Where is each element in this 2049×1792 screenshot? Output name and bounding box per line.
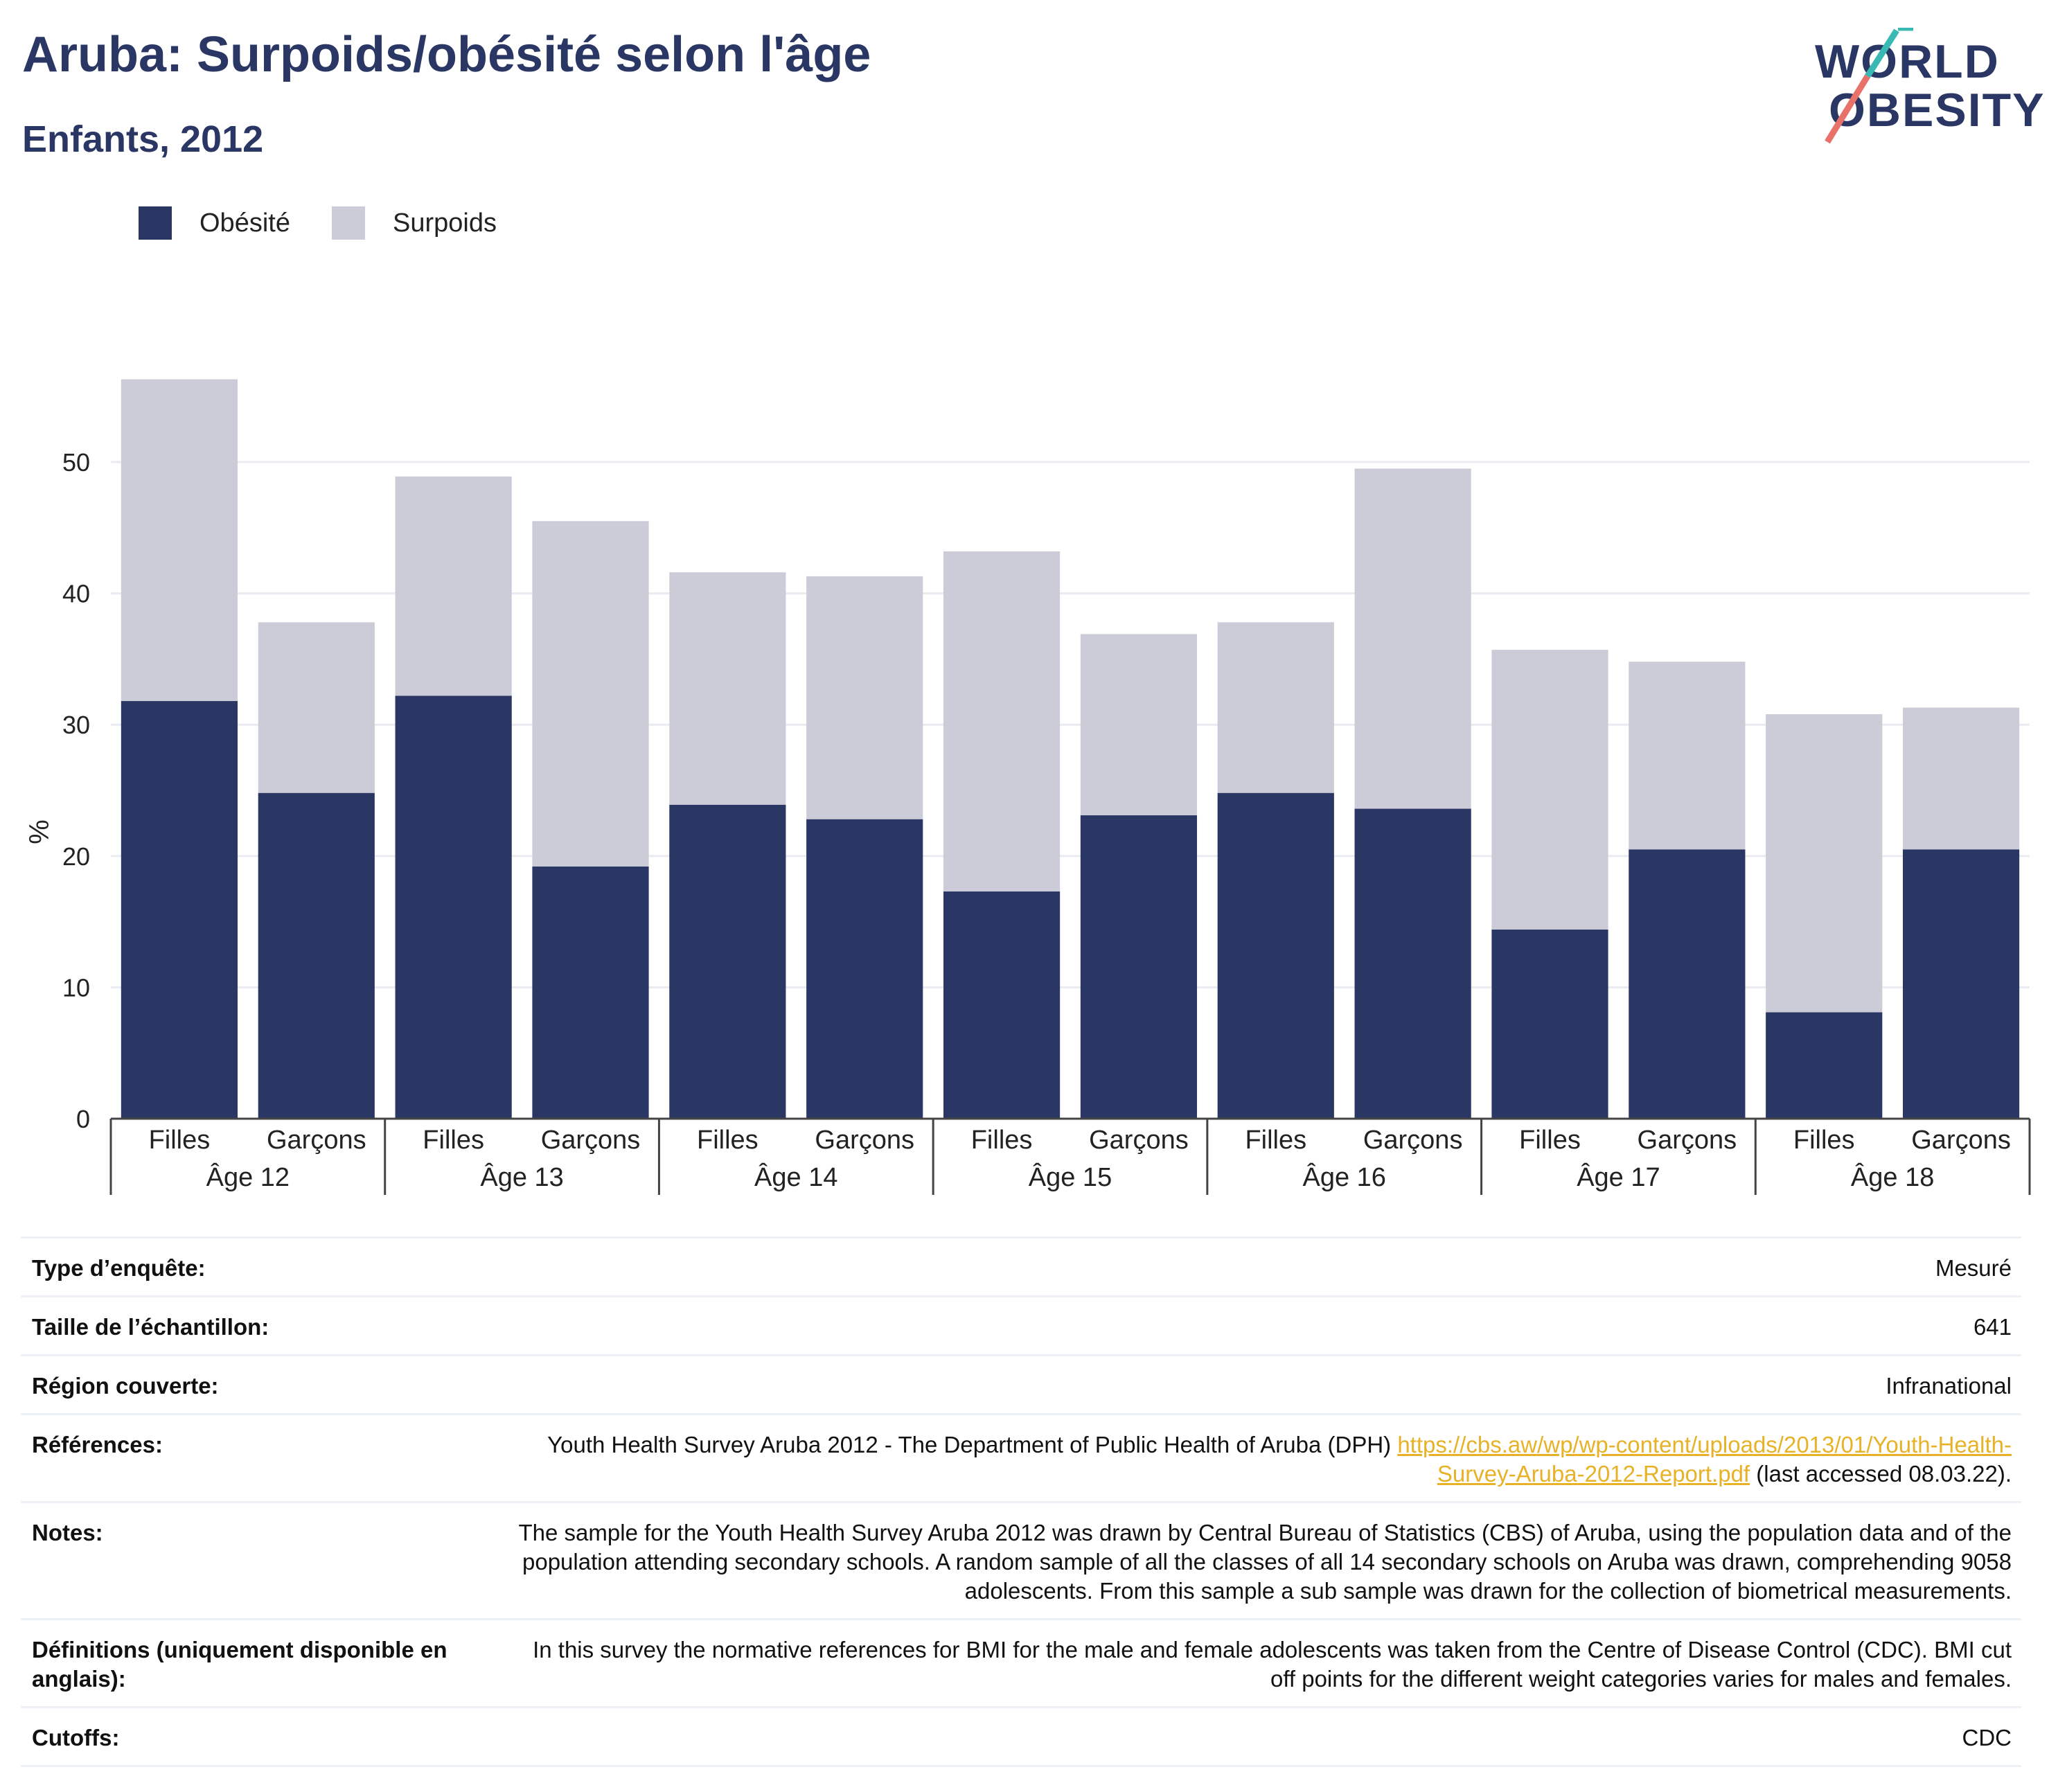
x-group-label: Âge 13 — [480, 1162, 563, 1192]
x-tick-label-sex: Filles — [1519, 1126, 1581, 1155]
bar-obesity — [1354, 808, 1471, 1119]
survey-type-value: Mesuré — [1935, 1255, 2012, 1281]
bar-overweight — [532, 521, 649, 867]
notes-value: The sample for the Youth Health Survey A… — [518, 1520, 2012, 1604]
bar-obesity — [1217, 792, 1334, 1119]
bar-overweight — [1080, 634, 1198, 816]
survey-info-table: Type d’enquête: Mesuré Taille de l’échan… — [21, 1236, 2021, 1767]
legend-swatch-overweight — [331, 206, 365, 240]
bar-obesity — [1629, 849, 1746, 1119]
bar-obesity — [1902, 849, 2020, 1119]
x-tick-label-sex: Filles — [1245, 1126, 1306, 1155]
bar-overweight — [258, 622, 375, 793]
x-tick-label-sex: Garçons — [1911, 1126, 2011, 1155]
chart-title: Aruba: Surpoids/obésité selon l'âge — [22, 27, 871, 82]
x-tick-label-sex: Filles — [423, 1126, 484, 1155]
bar-overweight — [1217, 622, 1334, 793]
bar-obesity — [1080, 815, 1198, 1119]
stacked-bar-chart: 0 10 20 30 40 50% Filles Garçons Âge 12 Filles Gar… — [24, 379, 2031, 1195]
chart-subtitle: Enfants, 2012 — [22, 118, 264, 160]
survey-type-label: Type d’enquête: — [32, 1255, 206, 1281]
x-group-label: Âge 14 — [754, 1162, 837, 1192]
bar-overweight — [1354, 468, 1471, 809]
x-tick-label-sex: Filles — [149, 1126, 211, 1155]
legend-swatch-obesity — [139, 206, 172, 240]
bar-obesity — [258, 792, 375, 1119]
x-tick-label-sex: Filles — [971, 1126, 1033, 1155]
info-row-sample: Taille de l’échantillon: 641 — [21, 1295, 2021, 1354]
info-row-definitions: Définitions (uniquement disponible en an… — [21, 1618, 2021, 1706]
references-link[interactable]: https://cbs.aw/wp/wp-content/uploads/201… — [1397, 1432, 2012, 1487]
bar-obesity — [532, 866, 649, 1119]
bar-overweight — [1902, 707, 2020, 850]
x-tick-label-sex: Filles — [697, 1126, 759, 1155]
info-row-notes: Notes: The sample for the Youth Health S… — [21, 1501, 2021, 1618]
bar-overweight — [943, 551, 1061, 891]
x-tick-label-sex: Garçons — [267, 1126, 366, 1155]
bar-overweight — [1629, 662, 1746, 850]
x-tick-label-sex: Garçons — [1638, 1126, 1737, 1155]
logo-line2: OBESITY — [1829, 84, 2046, 136]
references-label: Références: — [32, 1432, 163, 1457]
bar-overweight — [1766, 714, 1883, 1013]
definitions-value: In this survey the normative references … — [533, 1637, 2012, 1692]
bar-obesity — [121, 701, 238, 1119]
info-row-survey-type: Type d’enquête: Mesuré — [21, 1236, 2021, 1295]
chart-legend: Obésité Surpoids — [139, 205, 538, 241]
x-tick-label-sex: Garçons — [815, 1126, 914, 1155]
y-axis-label: % — [24, 819, 55, 844]
bar-overweight — [806, 576, 923, 819]
info-row-region: Région couverte: Infranational — [21, 1354, 2021, 1413]
info-row-references: Références: Youth Health Survey Aruba 20… — [21, 1413, 2021, 1501]
bar-obesity — [806, 819, 923, 1119]
logo-slash-icon — [1825, 28, 1913, 144]
legend-label-obesity: Obésité — [199, 208, 290, 238]
bar-obesity — [1766, 1012, 1883, 1119]
y-tick-label: 40 — [62, 580, 90, 608]
y-tick-label: 50 — [62, 448, 90, 477]
region-label: Région couverte: — [32, 1373, 219, 1399]
bar-overweight — [121, 379, 238, 702]
bar-overweight — [1491, 650, 1608, 930]
x-group-label: Âge 17 — [1577, 1162, 1660, 1192]
legend-item-overweight: Surpoids — [331, 206, 497, 240]
references-text: Youth Health Survey Aruba 2012 - The Dep… — [547, 1432, 1392, 1457]
bar-overweight — [395, 476, 512, 696]
sample-label: Taille de l’échantillon: — [32, 1314, 269, 1340]
bar-obesity — [669, 804, 786, 1119]
info-row-cutoffs: Cutoffs: CDC — [21, 1706, 2021, 1767]
y-tick-label: 10 — [62, 973, 90, 1002]
sample-value: 641 — [1973, 1314, 2012, 1340]
y-tick-label: 0 — [76, 1105, 90, 1133]
x-tick-label-sex: Filles — [1793, 1126, 1855, 1155]
notes-label: Notes: — [32, 1520, 103, 1545]
x-group-label: Âge 18 — [1851, 1162, 1934, 1192]
definitions-label: Définitions (uniquement disponible en an… — [32, 1637, 447, 1692]
x-tick-label-sex: Garçons — [1089, 1126, 1189, 1155]
x-group-label: Âge 15 — [1029, 1162, 1112, 1192]
bar-obesity — [943, 891, 1061, 1119]
region-value: Infranational — [1886, 1373, 2012, 1399]
y-tick-label: 20 — [62, 842, 90, 871]
x-tick-label-sex: Garçons — [541, 1126, 641, 1155]
bar-overweight — [669, 572, 786, 805]
cutoffs-value: CDC — [1962, 1725, 2012, 1750]
bar-obesity — [395, 695, 512, 1119]
legend-label-overweight: Surpoids — [392, 208, 497, 238]
references-value: Youth Health Survey Aruba 2012 - The Dep… — [517, 1430, 2021, 1489]
y-tick-label: 30 — [62, 711, 90, 739]
x-tick-label-sex: Garçons — [1363, 1126, 1463, 1155]
world-obesity-logo: WORLD OBESITY — [1801, 28, 2044, 152]
references-suffix: (last accessed 08.03.22). — [1756, 1461, 2012, 1487]
logo-line1: WORLD — [1815, 35, 2000, 88]
legend-item-obesity: Obésité — [139, 206, 290, 240]
x-group-label: Âge 16 — [1302, 1162, 1385, 1192]
cutoffs-label: Cutoffs: — [32, 1725, 120, 1750]
x-group-label: Âge 12 — [206, 1162, 290, 1192]
bar-obesity — [1491, 929, 1608, 1119]
